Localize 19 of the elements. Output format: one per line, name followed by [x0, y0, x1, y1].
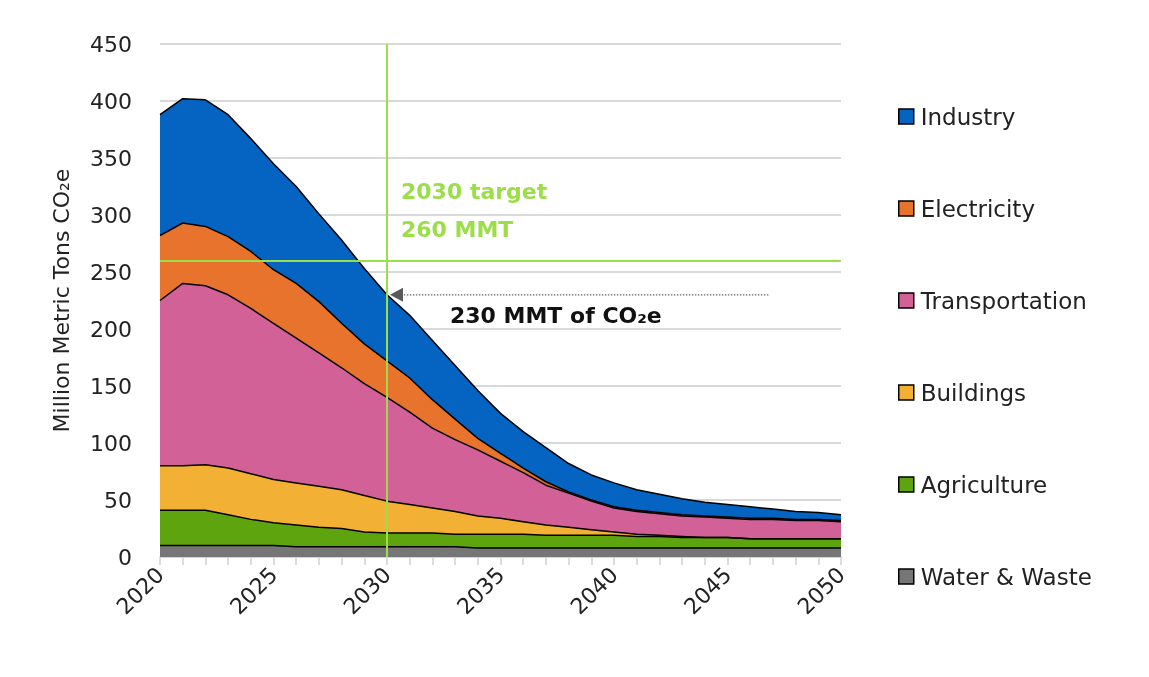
- y-tick-label: 450: [90, 31, 132, 57]
- legend-label: Industry: [920, 103, 1016, 130]
- y-tick-label: 350: [90, 145, 132, 171]
- legend-label: Buildings: [920, 379, 1027, 406]
- y-tick-label: 0: [118, 544, 132, 570]
- annotation: 230 MMT of CO₂e: [450, 303, 662, 329]
- y-tick-label: 250: [90, 259, 132, 285]
- y-tick-label: 50: [104, 487, 132, 513]
- legend-label: Agriculture: [920, 471, 1048, 498]
- y-tick-label: 150: [90, 373, 132, 399]
- y-tick-label: 400: [90, 88, 132, 114]
- y-tick-label: 200: [90, 316, 132, 342]
- ref-line-label: 2030 target 260 MMT: [401, 179, 548, 243]
- legend-label: Water & Waste: [920, 563, 1092, 590]
- y-axis-title: Million Metric Tons CO₂e: [48, 168, 74, 433]
- legend-label: Transportation: [919, 287, 1087, 314]
- y-tick-label: 100: [90, 430, 132, 456]
- y-tick-label: 300: [90, 202, 132, 228]
- legend-label: Electricity: [920, 195, 1035, 222]
